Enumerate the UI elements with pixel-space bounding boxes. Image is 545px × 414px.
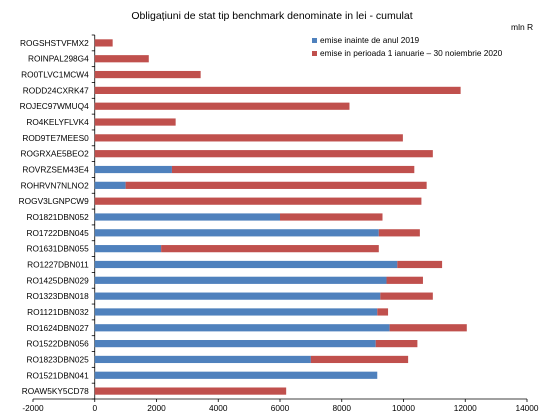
bar-segment-series-2	[94, 387, 287, 395]
bar-segment-series-1	[94, 308, 378, 316]
x-tick-label: 14000	[515, 403, 538, 413]
bar-segment-series-1	[94, 213, 280, 221]
category-label: RODD24CXRK47	[23, 85, 89, 95]
category-label: ROGV3LGNPCW9	[19, 196, 89, 206]
bar-segment-series-2	[378, 229, 420, 237]
bar-segment-series-2	[94, 86, 461, 94]
category-label: RO1631DBN055	[26, 244, 89, 254]
bar-segment-series-2	[94, 70, 201, 79]
legend-label: emise inainte de anul 2019	[320, 35, 420, 45]
plot-area: -2000 0 2000 4000 6000 8000 10000 12000 14000 ROG…	[19, 34, 539, 413]
bar-segment-series-1	[94, 276, 387, 284]
category-label: ROHRVN7NLNO2	[21, 180, 89, 190]
bar-segment-series-2	[94, 134, 403, 142]
x-tick-label: 6000	[271, 403, 290, 413]
x-tick-label: -2000	[22, 403, 44, 413]
bar-segment-series-2	[94, 39, 113, 47]
category-label: RO1823DBN025	[26, 354, 89, 364]
legend-swatch	[312, 38, 317, 43]
bar-segment-series-2	[377, 308, 389, 316]
category-label: RO0TLVC1MCW4	[21, 70, 89, 80]
bar-segment-series-2	[94, 102, 350, 110]
category-label: RO1227DBN011	[27, 259, 89, 269]
bar-segment-series-2	[375, 340, 418, 348]
bar-segment-series-1	[94, 340, 376, 348]
bar-segment-series-2	[125, 181, 427, 189]
bar-segment-series-1	[94, 292, 381, 300]
category-label: RO1624DBN027	[26, 323, 89, 333]
bar-segment-series-1	[94, 355, 311, 364]
category-label: RO1425DBN029	[26, 275, 89, 285]
bar-segment-series-2	[94, 150, 433, 158]
bar-segment-series-1	[94, 324, 390, 332]
category-label: ROVRZSEM43E4	[22, 165, 89, 175]
bar-segment-series-2	[280, 213, 383, 221]
bar-segment-series-1	[94, 371, 378, 379]
category-label: RO4KELYFLVK4	[26, 117, 89, 127]
category-label: ROGSHSTVFMX2	[20, 38, 89, 48]
x-tick-label: 10000	[392, 403, 415, 413]
x-tick-label: 8000	[333, 403, 352, 413]
bar-segment-series-2	[94, 118, 176, 126]
bar-segment-series-2	[94, 197, 422, 205]
category-label: RO1522DBN056	[26, 339, 89, 349]
bar-segment-series-2	[161, 245, 379, 253]
x-tick-label: 12000	[454, 403, 477, 413]
category-label: ROJEC97WMUQ4	[20, 101, 90, 111]
category-label: RO1821DBN052	[26, 212, 89, 222]
bar-segment-series-2	[380, 292, 433, 300]
x-tick-label: 2000	[147, 403, 166, 413]
bar-segment-series-1	[94, 165, 172, 174]
category-label: RO1521DBN041	[26, 370, 89, 380]
legend-label: emise in perioada 1 ianuarie – 30 noiemb…	[320, 48, 503, 58]
category-label: ROAW5KY5CD78	[22, 386, 89, 396]
category-label: RO1323DBN018	[26, 291, 89, 301]
x-tick-label: 0	[92, 403, 97, 413]
bar-segment-series-2	[310, 355, 409, 364]
bar-segment-series-1	[94, 260, 398, 269]
bar-segment-series-1	[94, 245, 162, 253]
legend-swatch	[312, 51, 317, 56]
category-label: RO1722DBN045	[26, 228, 89, 238]
bar-segment-series-2	[389, 324, 467, 332]
bar-segment-series-2	[171, 165, 415, 174]
bar-segment-series-2	[94, 55, 149, 63]
chart-title: Obligațiuni de stat tip benchmark denomi…	[131, 10, 412, 22]
category-label: ROINPAL298G4	[28, 54, 89, 64]
bar-segment-series-2	[397, 260, 443, 269]
category-label: ROD9TE7MEES0	[22, 133, 89, 143]
unit-label: mln R	[511, 22, 533, 32]
bar-segment-series-1	[94, 181, 126, 189]
bar-segment-series-2	[386, 276, 423, 284]
category-label: RO1121DBN032	[27, 307, 89, 317]
bar-segment-series-1	[94, 229, 379, 237]
x-tick-label: 4000	[209, 403, 228, 413]
legend: emise inainte de anul 2019 emise in perio…	[312, 35, 503, 58]
category-label: ROGRXAE5BEO2	[21, 149, 90, 159]
